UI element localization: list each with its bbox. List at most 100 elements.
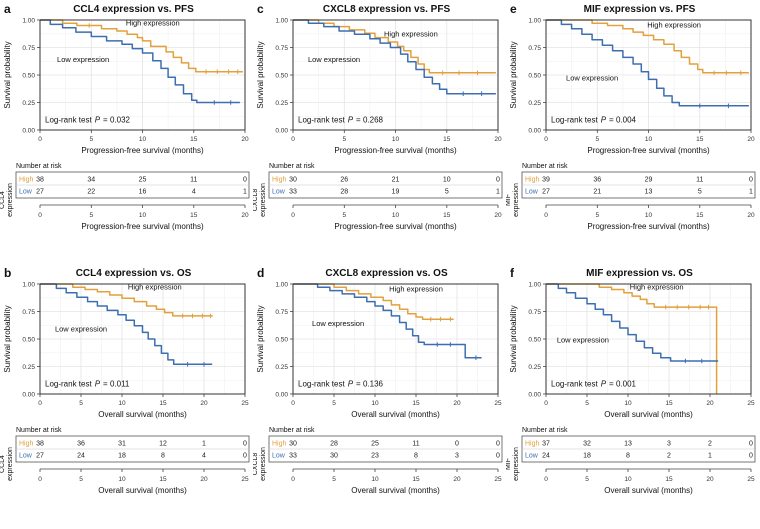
gene-row-label: MIFexpression xyxy=(506,447,520,481)
risk-count: 11 xyxy=(412,441,419,448)
x-tick-label: 15 xyxy=(159,400,167,407)
logrank-pvalue: Log-rank test P = 0.032 xyxy=(45,115,131,124)
x-tick-label: 5 xyxy=(79,400,83,407)
x-tick-label: 20 xyxy=(200,476,208,483)
x-tick-label: 20 xyxy=(747,212,755,219)
x-tick-label: 10 xyxy=(645,136,653,143)
risk-count: 0 xyxy=(496,453,500,460)
risk-count: 24 xyxy=(542,453,550,460)
risk-row-label: Low xyxy=(19,453,33,460)
y-tick-label: 0.25 xyxy=(275,100,288,107)
panel-letter: b xyxy=(4,266,12,280)
x-tick-label: 15 xyxy=(665,400,673,407)
risk-count: 28 xyxy=(330,441,338,448)
x-tick-label: 20 xyxy=(241,136,249,143)
risk-count: 13 xyxy=(645,189,653,196)
y-tick-label: 0.00 xyxy=(528,127,541,134)
x-tick-label: 10 xyxy=(624,476,632,483)
panel-d: d CXCL8 expression vs. OS 1.00 0.75 0.50 0.25… xyxy=(253,264,506,528)
x-tick-label: 10 xyxy=(371,476,379,483)
risk-count: 8 xyxy=(626,453,630,460)
risk-count: 13 xyxy=(624,441,632,448)
x-tick-label: 20 xyxy=(453,476,461,483)
y-tick-label: 0.50 xyxy=(528,336,541,343)
panel-letter: d xyxy=(257,266,265,280)
x-axis-label: Progression-free survival (months) xyxy=(81,146,204,155)
risk-row-label: High xyxy=(525,441,540,448)
logrank-pvalue: Log-rank test P = 0.004 xyxy=(551,115,637,124)
y-tick-label: 0.00 xyxy=(22,127,35,134)
risk-count: 0 xyxy=(496,441,500,448)
risk-count: 30 xyxy=(330,453,338,460)
x-axis-label: Overall survival (months) xyxy=(604,486,693,495)
x-tick-label: 5 xyxy=(332,400,336,407)
x-tick-label: 25 xyxy=(494,476,502,483)
risk-count: 2 xyxy=(667,453,671,460)
y-axis-label: Survival probability xyxy=(256,41,265,108)
y-axis-label: Survival probability xyxy=(509,305,518,372)
risk-count: 31 xyxy=(118,441,126,448)
x-tick-label: 0 xyxy=(291,400,295,407)
logrank-pvalue: Log-rank test P = 0.011 xyxy=(45,379,130,388)
x-tick-label: 20 xyxy=(706,476,714,483)
y-tick-label: 0.75 xyxy=(22,309,35,316)
risk-count: 23 xyxy=(371,453,379,460)
risk-count: 5 xyxy=(698,189,702,196)
risk-count: 0 xyxy=(455,441,459,448)
y-tick-label: 0.50 xyxy=(275,336,288,343)
y-tick-label: 1.00 xyxy=(528,17,541,24)
y-tick-label: 0.00 xyxy=(275,127,288,134)
x-tick-label: 5 xyxy=(342,136,346,143)
gene-row-label: CCL4expression xyxy=(0,183,14,217)
panel-f: f MIF expression vs. OS 1.00 0.75 0.50 0.25 0.… xyxy=(506,264,759,528)
risk-count: 28 xyxy=(340,189,348,196)
risk-count: 0 xyxy=(243,177,247,184)
y-tick-label: 0.75 xyxy=(528,45,541,52)
x-tick-label: 0 xyxy=(38,136,42,143)
logrank-pvalue: Log-rank test P = 0.136 xyxy=(298,379,384,388)
x-tick-label: 5 xyxy=(79,476,83,483)
risk-count: 2 xyxy=(708,441,712,448)
risk-count: 36 xyxy=(77,441,85,448)
high-expression-label: High expression xyxy=(128,283,182,292)
risk-row-label: Low xyxy=(272,189,286,196)
high-expression-label: High expression xyxy=(630,283,684,292)
x-tick-label: 15 xyxy=(443,212,451,219)
km-curve-low xyxy=(546,283,719,364)
y-tick-label: 1.00 xyxy=(275,281,288,288)
x-tick-label: 15 xyxy=(665,476,673,483)
x-tick-label: 0 xyxy=(38,212,42,219)
x-tick-label: 10 xyxy=(118,476,126,483)
x-axis-label: Progression-free survival (months) xyxy=(334,222,457,231)
risk-count: 24 xyxy=(77,453,85,460)
risk-count: 10 xyxy=(443,177,451,184)
panel-e: e MIF expression vs. PFS 1.00 0.75 0.50 0.25 0… xyxy=(506,0,759,264)
y-tick-label: 0.25 xyxy=(22,364,35,371)
panel-title: MIF expression vs. PFS xyxy=(583,4,696,15)
x-axis-label: Progression-free survival (months) xyxy=(334,146,457,155)
panel-title: CXCL8 expression vs. PFS xyxy=(322,4,451,15)
x-axis-label: Progression-free survival (months) xyxy=(81,222,204,231)
risk-count: 0 xyxy=(749,453,753,460)
risk-row-label: Low xyxy=(525,453,539,460)
y-tick-label: 0.75 xyxy=(275,309,288,316)
number-at-risk-label: Number at risk xyxy=(522,163,568,170)
risk-count: 11 xyxy=(696,177,703,184)
x-tick-label: 20 xyxy=(200,400,208,407)
risk-count: 0 xyxy=(243,441,247,448)
number-at-risk-label: Number at risk xyxy=(269,163,315,170)
low-expression-label: Low expression xyxy=(312,319,364,328)
y-tick-label: 0.25 xyxy=(275,364,288,371)
risk-count: 30 xyxy=(289,177,297,184)
risk-count: 16 xyxy=(139,189,147,196)
risk-count: 3 xyxy=(667,441,671,448)
y-tick-label: 0.25 xyxy=(528,100,541,107)
risk-count: 34 xyxy=(87,177,95,184)
risk-row-label: Low xyxy=(272,453,286,460)
logrank-pvalue: Log-rank test P = 0.268 xyxy=(298,115,384,124)
x-tick-label: 0 xyxy=(38,476,42,483)
risk-count: 0 xyxy=(749,441,753,448)
risk-count: 33 xyxy=(289,189,297,196)
